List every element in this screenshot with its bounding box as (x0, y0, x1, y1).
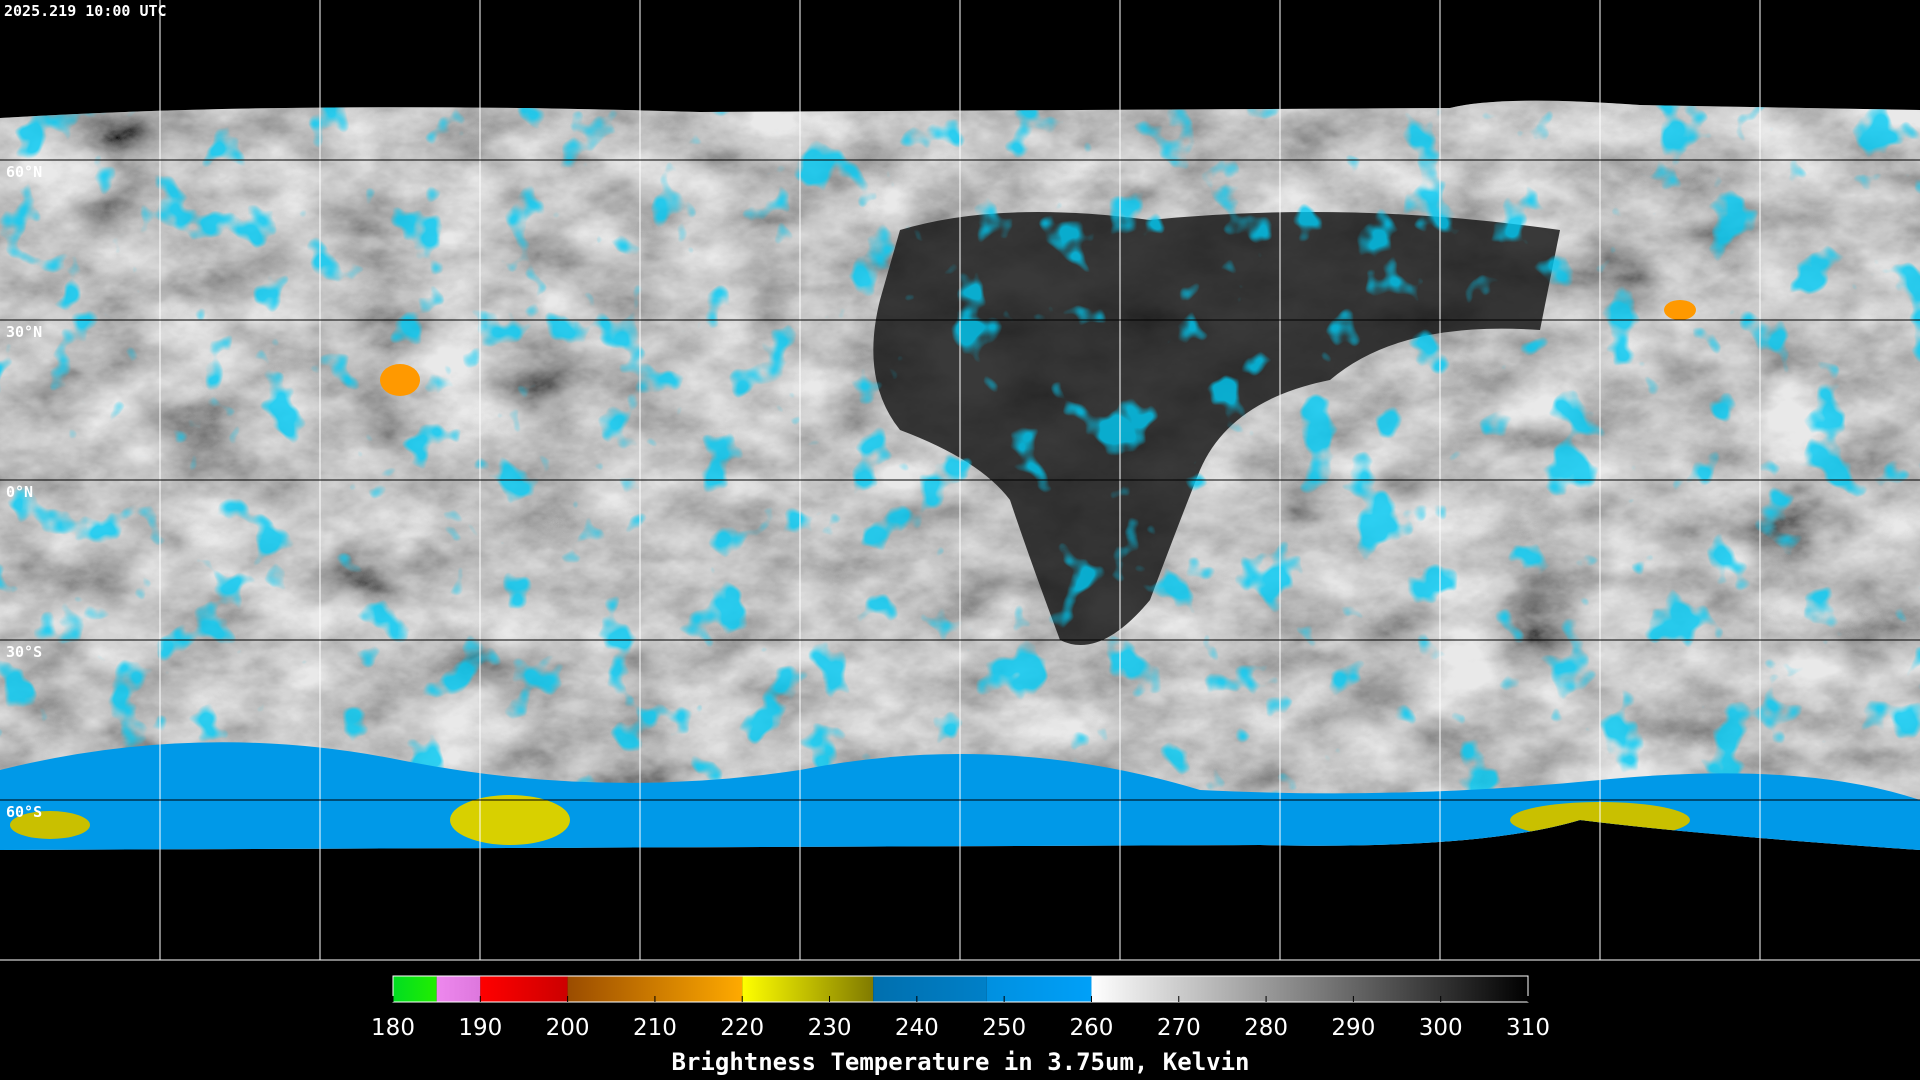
colorbar-tick-label: 190 (458, 1015, 502, 1041)
colorbar-tick-label: 240 (895, 1015, 939, 1041)
colorbar-segment (1091, 976, 1528, 1002)
colorbar-segment (742, 976, 874, 1002)
colorbar-tick-label: 250 (982, 1015, 1026, 1041)
colorbar-tick-label: 280 (1244, 1015, 1288, 1041)
latitude-label: 30°N (6, 323, 42, 341)
colorbar-tick-label: 300 (1419, 1015, 1463, 1041)
timestamp: 2025.219 10:00 UTC (4, 2, 167, 20)
colorbar-tick-label: 310 (1506, 1015, 1550, 1041)
graticule: 60°N 30°N 0°N 30°S 60°S (0, 0, 1920, 961)
colorbar-tick-label: 230 (808, 1015, 852, 1041)
cold-core (10, 811, 90, 839)
colorbar-tick-label: 180 (371, 1015, 415, 1041)
colorbar-tick-label: 220 (720, 1015, 764, 1041)
colorbar-segment (986, 976, 1092, 1002)
colorbar-tick-label: 290 (1331, 1015, 1375, 1041)
colorbar-segment (393, 976, 437, 1002)
cold-core (450, 795, 570, 845)
latitude-label: 60°N (6, 163, 42, 181)
colorbar-tick-label: 200 (546, 1015, 590, 1041)
colorbar-tick-label: 270 (1157, 1015, 1201, 1041)
colorbar-tick-label: 210 (633, 1015, 677, 1041)
colorbar-title: Brightness Temperature in 3.75um, Kelvin (672, 1048, 1250, 1076)
latitude-label: 60°S (6, 803, 42, 821)
colorbar-segment (480, 976, 568, 1002)
colorbar: 180 190 200 210 220 230 240 250 260 270 280 290 300 3… (371, 975, 1550, 1076)
colorbar-segment (436, 976, 481, 1002)
latitude-label: 0°N (6, 483, 33, 501)
colorbar-segment (873, 976, 987, 1002)
latitude-label: 30°S (6, 643, 42, 661)
colorbar-tick-label: 260 (1070, 1015, 1114, 1041)
cold-core (1664, 300, 1696, 320)
cold-core (380, 364, 420, 396)
colorbar-border (392, 975, 1529, 1003)
